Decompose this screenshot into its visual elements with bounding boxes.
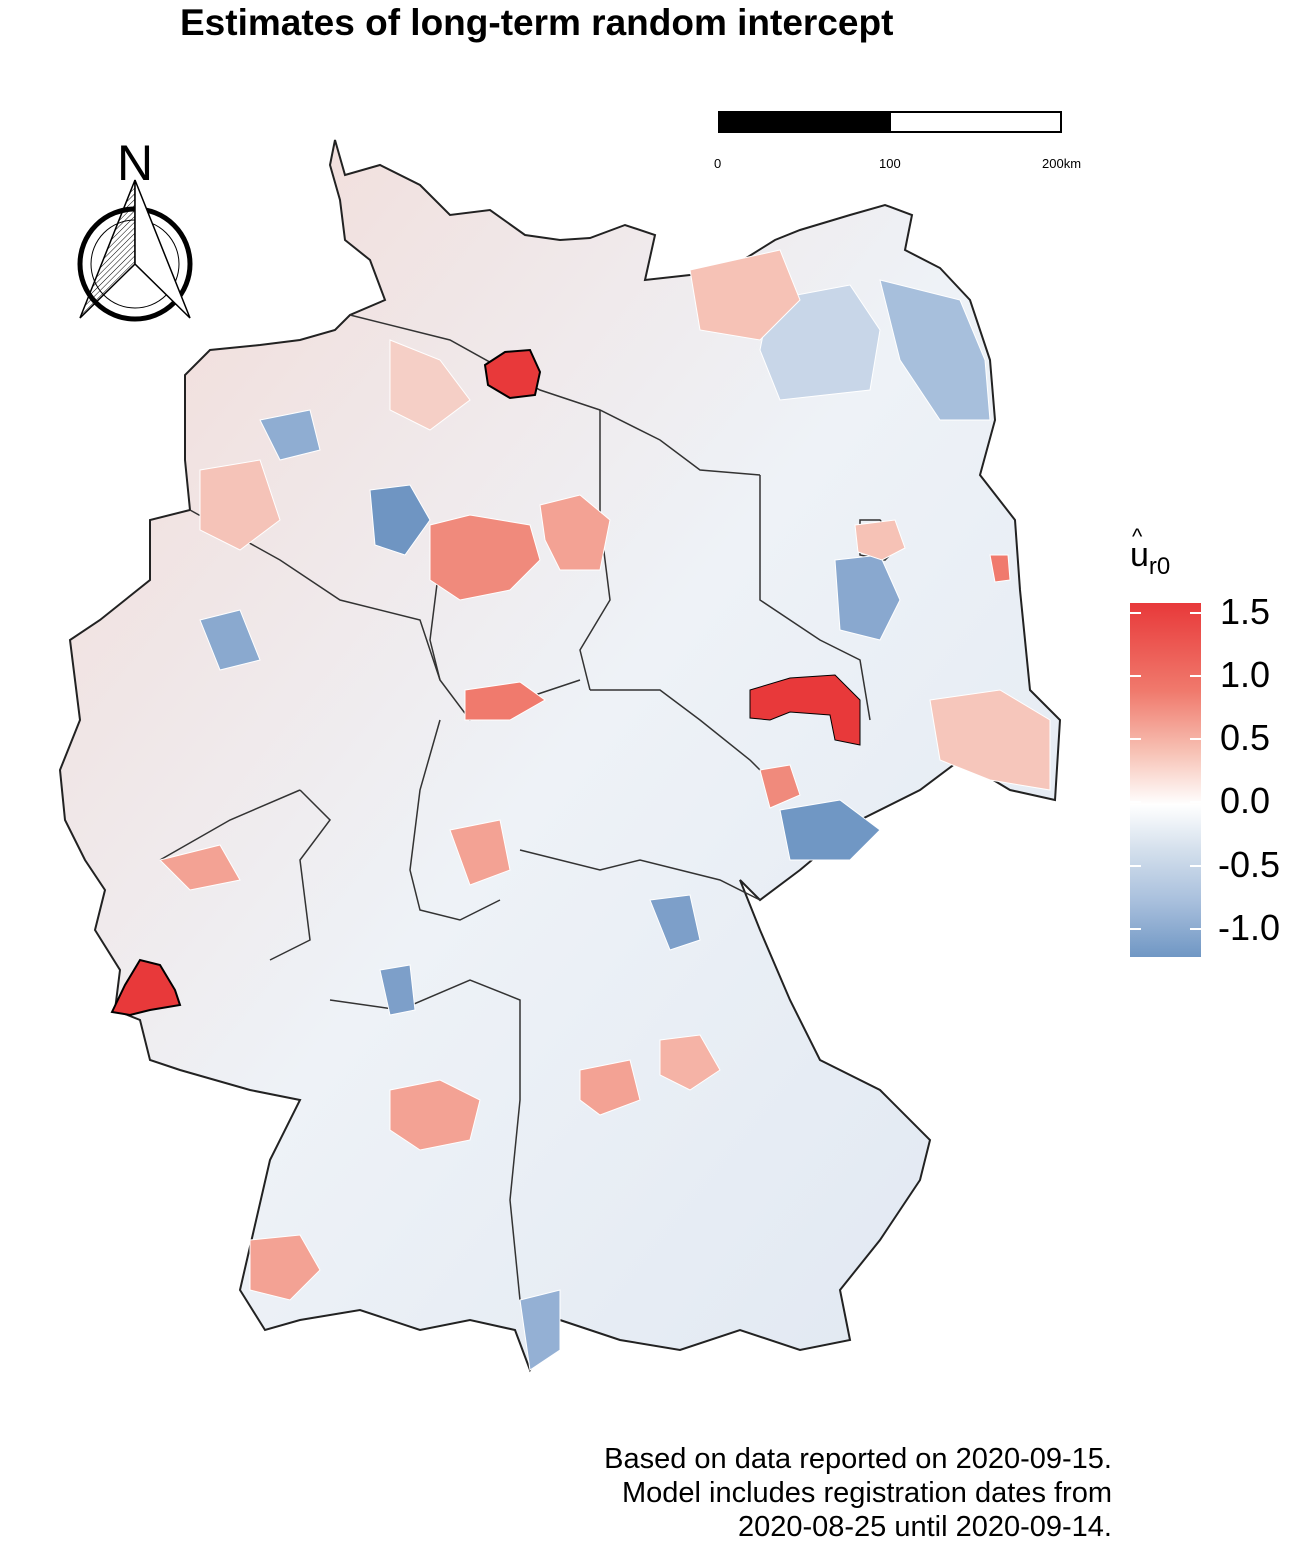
caption-line: 2020-08-25 until 2020-09-14. <box>737 1511 1112 1543</box>
caption: Based on data reported on 2020-09-15. Mo… <box>604 1442 1112 1544</box>
legend-tick-label: 0.0 <box>1220 780 1271 821</box>
legend-tick-label: -0.5 <box>1218 844 1281 885</box>
north-arrow-icon <box>77 179 193 322</box>
district-saarland <box>110 958 182 1017</box>
legend-colorbar <box>1130 603 1201 957</box>
scale-label-200: 200km <box>1042 156 1082 171</box>
legend-title-subscript: r0 <box>1148 553 1171 580</box>
north-label: N <box>117 135 154 191</box>
legend-tick-label: 0.5 <box>1220 717 1271 758</box>
district-hamburg <box>483 348 542 400</box>
caption-line: Model includes registration dates from <box>621 1477 1112 1509</box>
scale-bar <box>718 111 1062 133</box>
legend-tick-label: 1.5 <box>1220 591 1271 632</box>
district-leipzig <box>749 674 861 746</box>
district-fills <box>159 249 1051 1371</box>
caption-line: Based on data reported on 2020-09-15. <box>604 1443 1112 1475</box>
legend-tick-label: 1.0 <box>1220 654 1271 695</box>
legend-title: ^ ur0 <box>1130 524 1170 580</box>
scale-label-0: 0 <box>714 156 722 171</box>
map-title: Estimates of long-term random intercept <box>180 2 894 43</box>
legend-tick-label: -1.0 <box>1218 907 1281 948</box>
scale-label-100: 100 <box>879 156 901 171</box>
legend-title-symbol: u <box>1130 536 1149 574</box>
legend-title-accent: ^ <box>1132 524 1143 549</box>
